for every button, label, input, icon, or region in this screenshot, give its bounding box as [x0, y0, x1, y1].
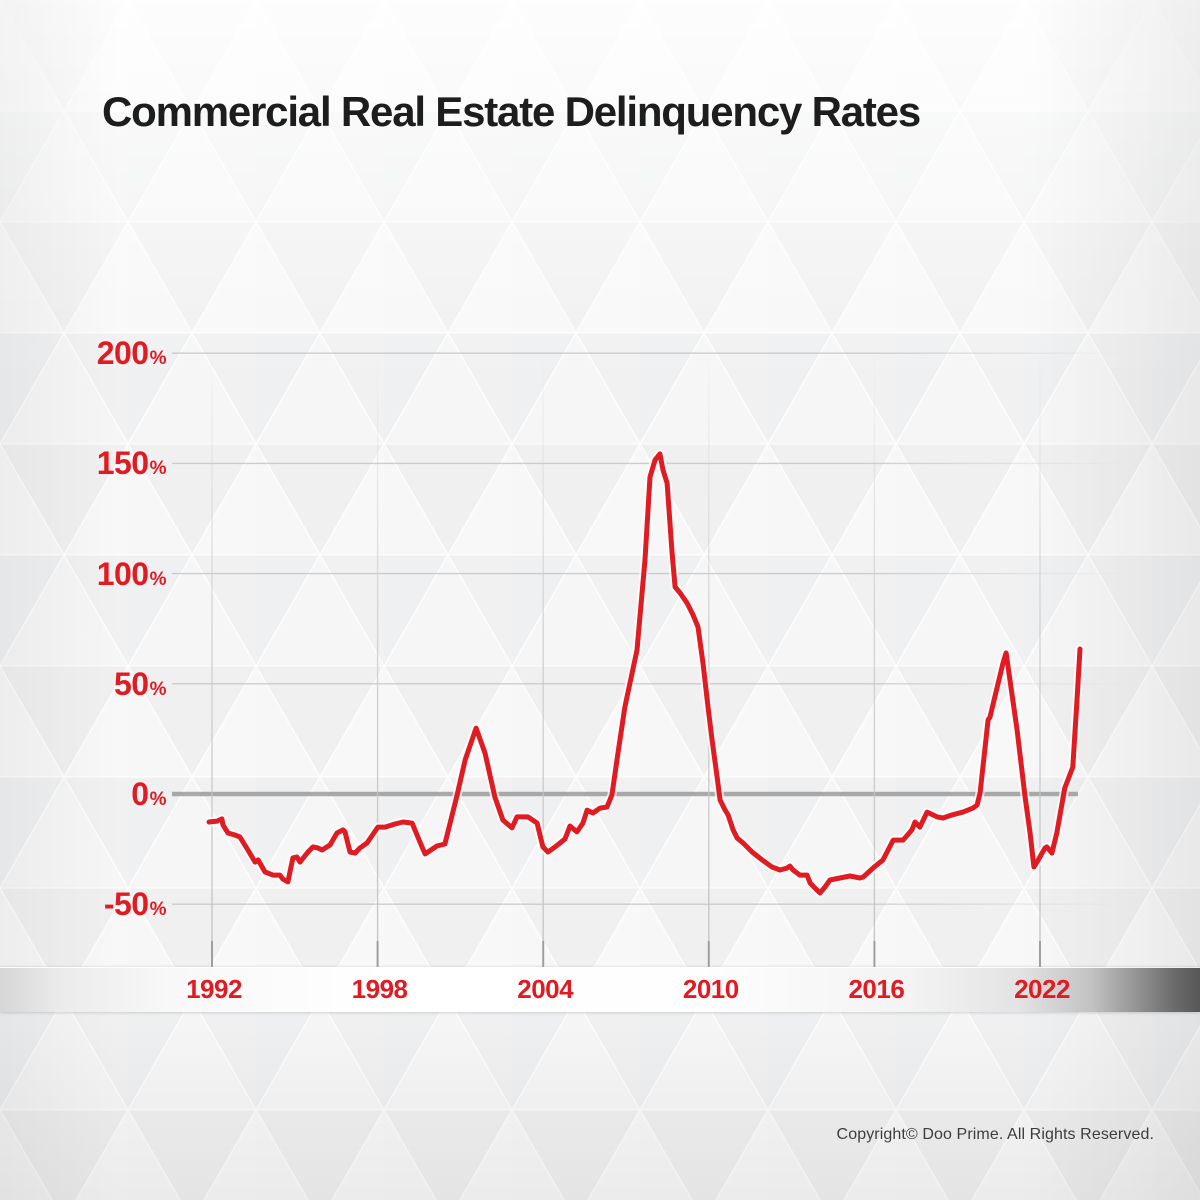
line-halo [204, 449, 1085, 898]
x-axis-label: 2010 [682, 974, 739, 1004]
x-axis-label: 2004 [517, 974, 574, 1004]
gridlines [172, 352, 1126, 967]
percent-suffix: % [149, 678, 167, 700]
percent-suffix: % [149, 789, 167, 810]
y-axis-value: 50 [114, 665, 149, 702]
y-axis-label: 200% [30, 332, 167, 374]
y-axis-label: 150% [30, 442, 167, 484]
percent-suffix: % [149, 899, 167, 921]
y-axis-value: 0 [131, 776, 149, 812]
y-axis-value: 200 [96, 335, 149, 372]
delinquency-rate-line [204, 449, 1085, 898]
percent-suffix: % [149, 348, 167, 370]
y-axis-value: 100 [96, 555, 149, 592]
x-axis-label: 1992 [186, 974, 242, 1004]
y-axis-label: 100% [30, 553, 167, 595]
percent-suffix: % [149, 458, 167, 480]
y-axis-label: 0% [30, 773, 166, 815]
y-axis-label: 50% [30, 663, 167, 705]
page-title: Commercial Real Estate Delinquency Rates [102, 88, 921, 135]
x-axis-label: 2022 [1014, 974, 1070, 1004]
copyright-text: Copyright© Doo Prime. All Rights Reserve… [836, 1126, 1154, 1143]
y-axis-label: -50% [30, 883, 167, 925]
x-axis-band [0, 967, 1200, 1012]
y-axis-value: -50 [103, 886, 149, 923]
line-series [206, 451, 1083, 896]
y-axis-value: 150 [96, 445, 149, 482]
percent-suffix: % [149, 568, 167, 590]
x-axis-label: 1998 [351, 974, 408, 1004]
x-axis-label: 2016 [848, 974, 905, 1004]
